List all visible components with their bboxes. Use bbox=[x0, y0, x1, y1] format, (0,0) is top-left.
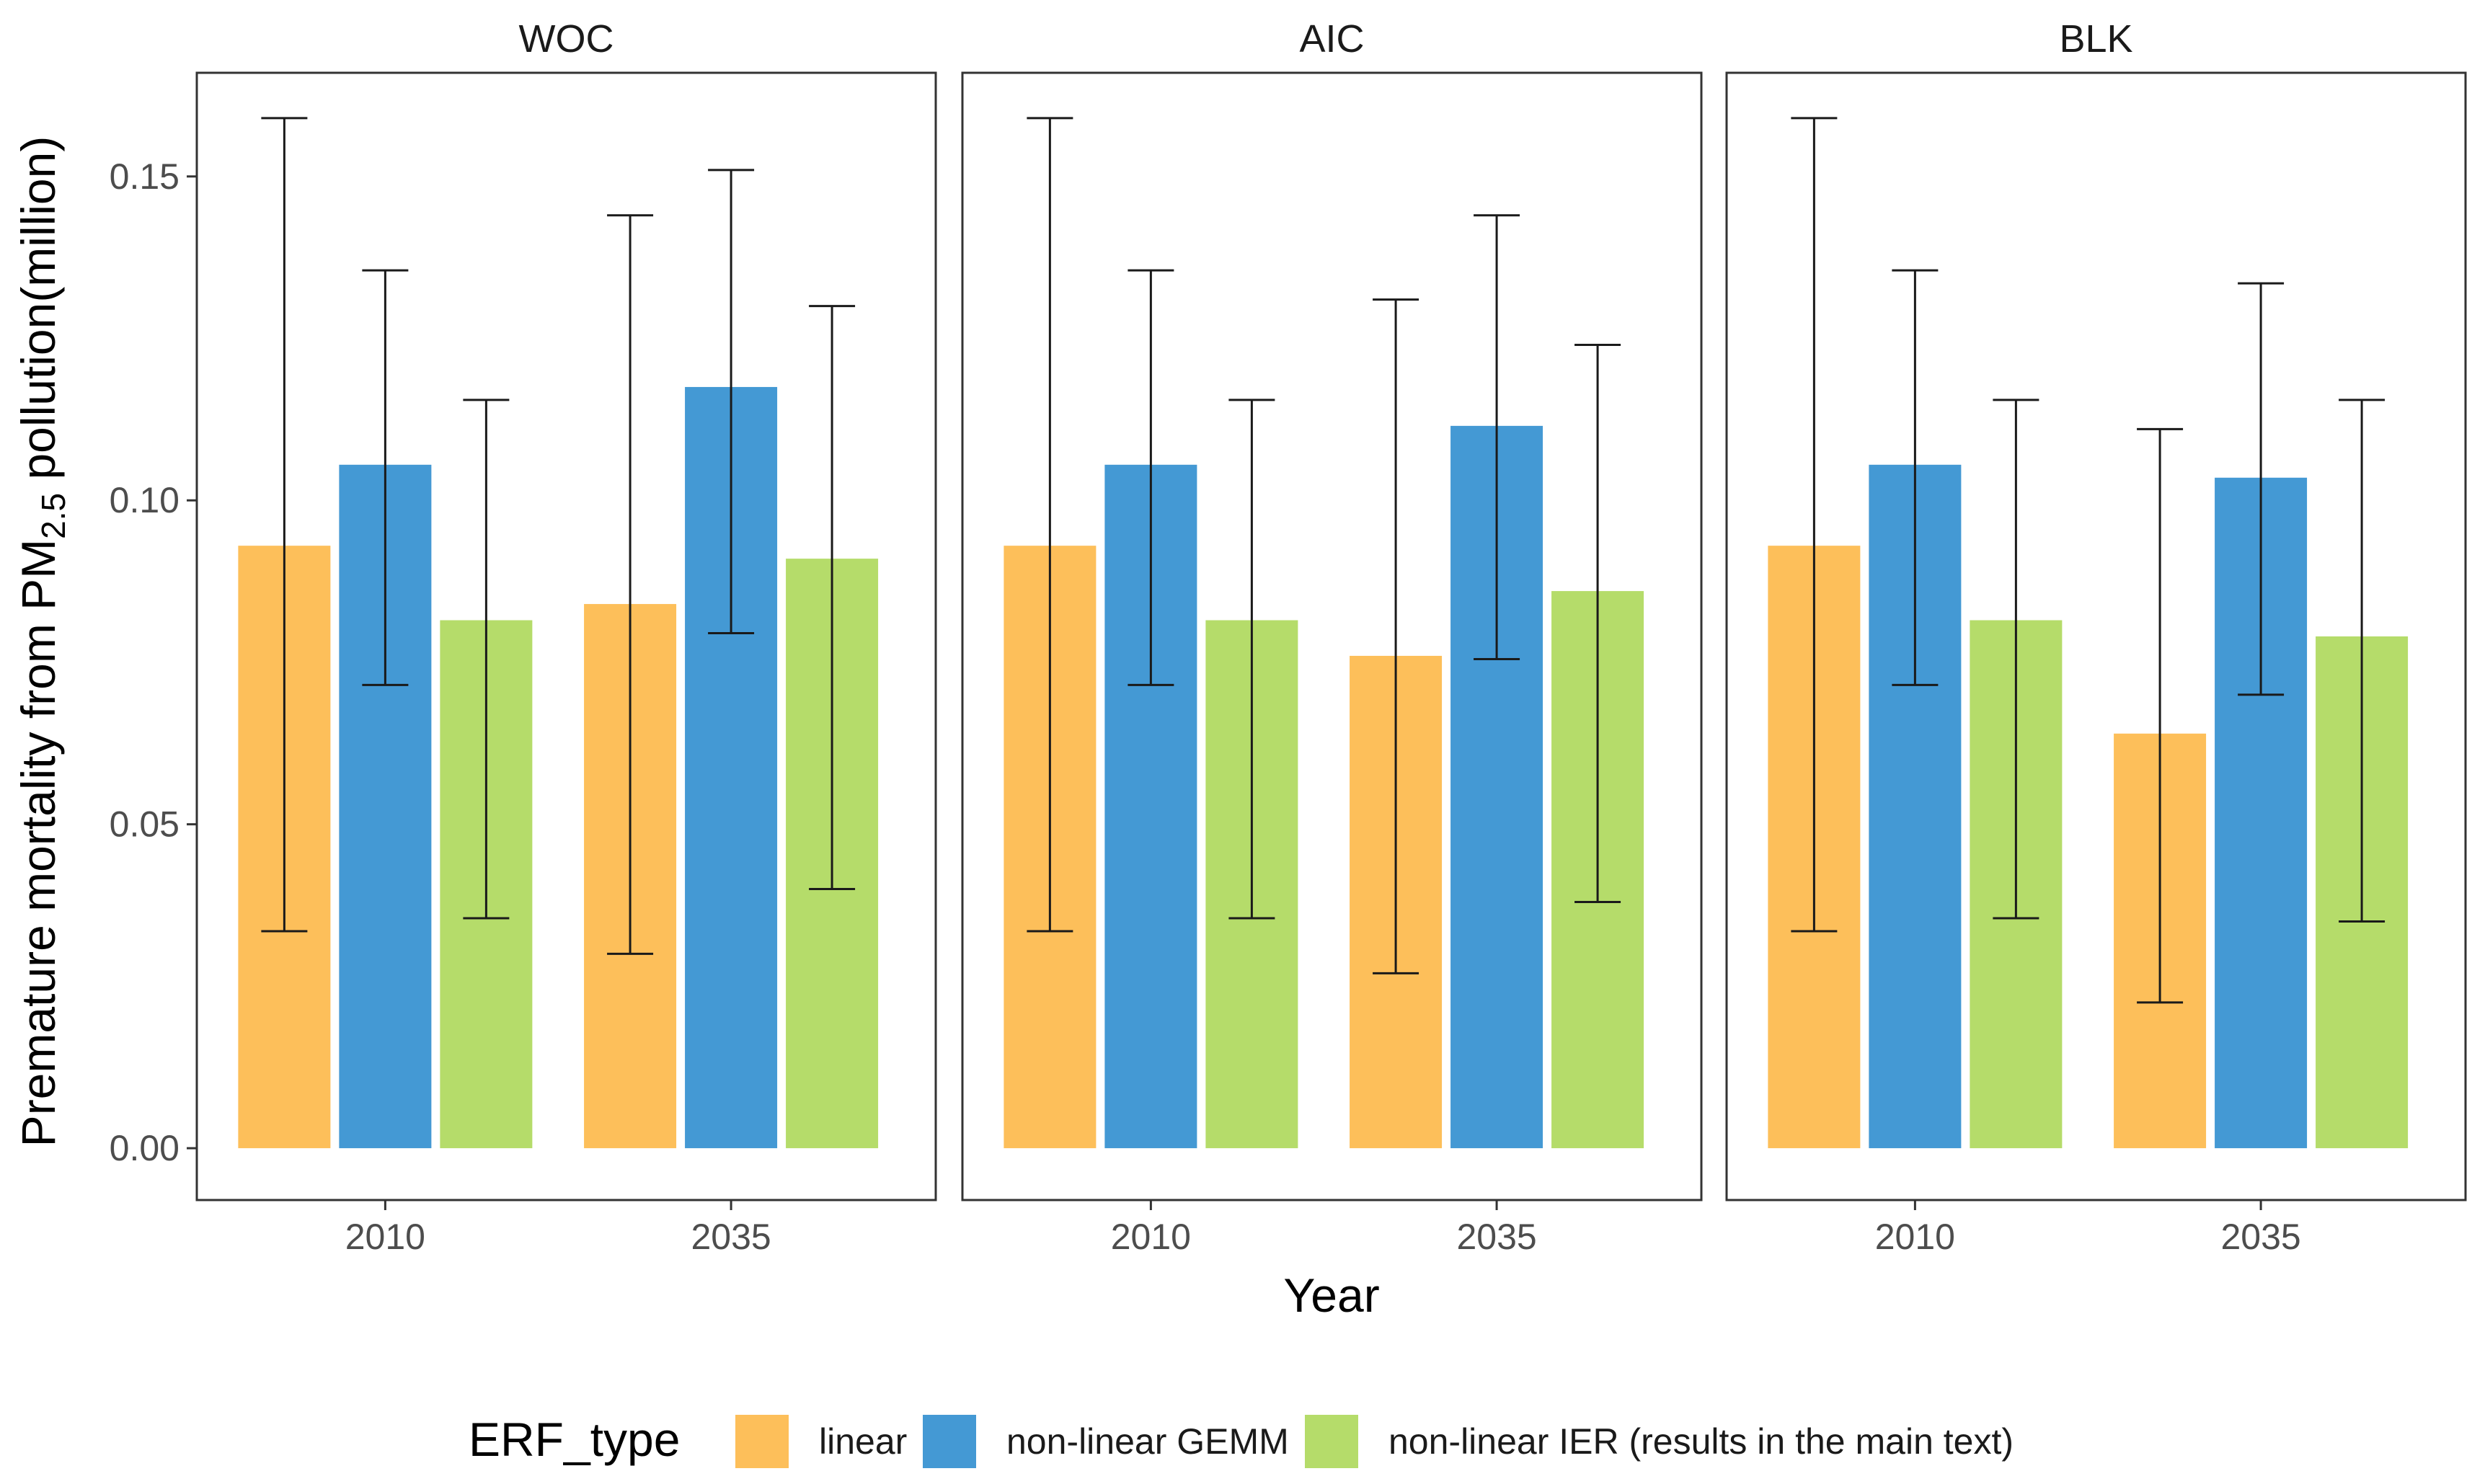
legend-key-1 bbox=[735, 1415, 789, 1468]
y-tick-label: 0.10 bbox=[110, 480, 180, 520]
facet-panel-aic: AIC 2010 2035 bbox=[961, 17, 1703, 1257]
x-tick-label: 2010 bbox=[1875, 1217, 1955, 1257]
legend-key-2 bbox=[923, 1415, 976, 1468]
legend-label: linear bbox=[819, 1421, 907, 1462]
panel-border bbox=[195, 71, 937, 1201]
legend-title: ERF_type bbox=[469, 1413, 680, 1466]
panel-border bbox=[1725, 71, 2467, 1201]
facet-title: WOC bbox=[519, 17, 614, 61]
facet-title: BLK bbox=[2059, 17, 2132, 61]
y-tick-label: 0.00 bbox=[110, 1128, 180, 1168]
y-tick-label: 0.05 bbox=[110, 804, 180, 845]
x-tick-label: 2010 bbox=[345, 1217, 425, 1257]
facet-title: AIC bbox=[1299, 17, 1364, 61]
panel-border bbox=[961, 71, 1703, 1201]
x-axis-title: Year bbox=[1283, 1268, 1379, 1322]
x-tick-label: 2035 bbox=[691, 1217, 771, 1257]
facet-panel-blk: BLK 2010 2035 bbox=[1725, 17, 2467, 1257]
x-tick-label: 2010 bbox=[1111, 1217, 1191, 1257]
legend-key-3 bbox=[1305, 1415, 1358, 1468]
y-axis-title: Premature mortality from PM2.5 pollution… bbox=[12, 136, 72, 1147]
x-tick-label: 2035 bbox=[2220, 1217, 2300, 1257]
legend-label: non-linear IER (results in the main text… bbox=[1388, 1421, 2014, 1462]
facet-panels: WOC 2010 2035 AIC 2010 2035 BLK 2010 2035 bbox=[195, 17, 2467, 1257]
x-tick-label: 2035 bbox=[1456, 1217, 1536, 1257]
y-axis: 0.00 0.05 0.10 0.15 bbox=[110, 156, 197, 1168]
facet-panel-woc: WOC 2010 2035 bbox=[195, 17, 937, 1257]
legend-label: non-linear GEMM bbox=[1006, 1421, 1289, 1462]
y-tick-label: 0.15 bbox=[110, 156, 180, 197]
legend: ERF_type linear non-linear GEMM non-linear… bbox=[469, 1413, 2014, 1468]
